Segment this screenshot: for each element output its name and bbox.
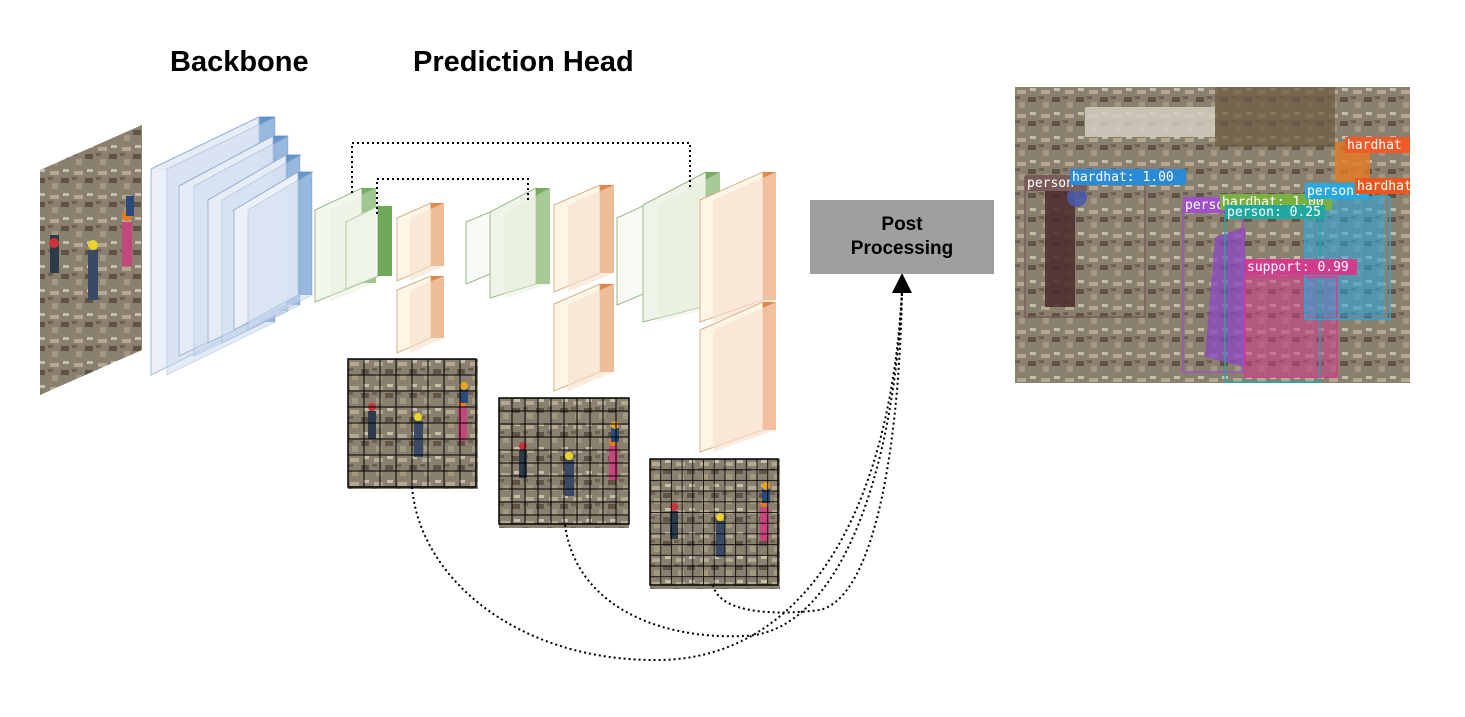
svg-text:person: person: [1027, 176, 1074, 191]
detection-label-hardhat-3: hardhat: [1345, 137, 1410, 153]
head-blocks-1: [396, 202, 444, 354]
detection-label-person-4: person:: [1305, 183, 1369, 199]
neck-blocks-2: [465, 187, 550, 299]
detection-label-support: support: 0.99: [1245, 259, 1357, 275]
svg-text:person:: person:: [1307, 184, 1362, 199]
svg-text:hardhat: hardhat: [1357, 179, 1412, 194]
grid-image-small-scale: [347, 358, 478, 489]
post-processing-label-line1: Post: [881, 214, 923, 235]
input-image: [40, 125, 142, 395]
post-processing-label-line2: Processing: [850, 238, 954, 259]
svg-text:hardhat: hardhat: [1347, 138, 1402, 153]
post-processing-box: Post Processing: [810, 200, 994, 274]
backbone-title: Backbone: [170, 46, 309, 78]
detection-label-person-3: person: 0.25: [1225, 205, 1325, 220]
neck-blocks-1: [314, 187, 392, 303]
skip-connections: [351, 142, 691, 214]
head-blocks-3: [699, 171, 776, 453]
svg-text:hardhat: 1.00: hardhat: 1.00: [1072, 170, 1174, 185]
output-detection-image: person hardhat: 1.00 person hardhat: 1.0…: [1015, 87, 1412, 383]
backbone-blocks: [150, 116, 314, 376]
detection-label-hardhat-1: hardhat: 1.00: [1070, 169, 1186, 185]
prediction-head-title: Prediction Head: [413, 46, 634, 78]
head-blocks-2: [553, 184, 614, 392]
detection-label-hardhat-4: hardhat: [1355, 178, 1412, 194]
svg-text:person: 0.25: person: 0.25: [1227, 205, 1321, 220]
prediction-flow-curves: [411, 289, 903, 662]
svg-text:support: 0.99: support: 0.99: [1247, 260, 1349, 275]
grid-image-medium-scale: [498, 397, 630, 528]
grid-image-large-scale: [649, 458, 780, 589]
